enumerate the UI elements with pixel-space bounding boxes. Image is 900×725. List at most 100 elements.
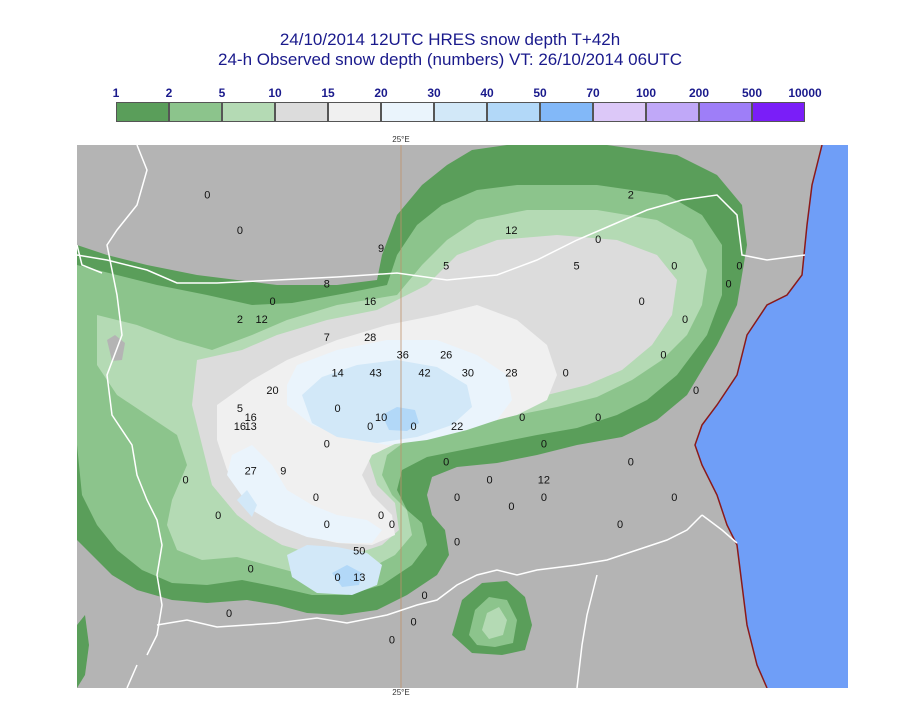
observation-value: 16 (245, 412, 257, 424)
observation-value: 30 (462, 367, 474, 379)
observation-value: 0 (628, 457, 634, 469)
longitude-label-bottom: 25°E (392, 688, 410, 697)
observation-value: 0 (411, 421, 417, 433)
observation-value: 10 (375, 412, 387, 424)
observation-value: 13 (353, 572, 365, 584)
legend-label: 50 (533, 86, 547, 100)
observation-value: 0 (487, 474, 493, 486)
legend-label: 5 (218, 86, 226, 100)
border-greece-turkey (576, 574, 598, 688)
legend-color-box (752, 102, 805, 122)
observation-value: 2 (237, 314, 243, 326)
observation-value: 0 (541, 439, 547, 451)
observation-value: 20 (266, 385, 278, 397)
observation-value: 0 (389, 635, 395, 647)
observation-value: 0 (671, 261, 677, 273)
observation-value: 0 (324, 439, 330, 451)
legend-color-box (593, 102, 646, 122)
observation-value: 12 (255, 314, 267, 326)
observation-value: 0 (671, 492, 677, 504)
observation-value: 0 (682, 314, 688, 326)
observation-value: 16 (234, 421, 246, 433)
border-turkey (701, 514, 738, 544)
legend-color-box (169, 102, 222, 122)
observation-value: 28 (364, 332, 376, 344)
observation-value: 43 (369, 367, 381, 379)
border-south (156, 514, 703, 628)
border-north (77, 194, 806, 284)
observation-value: 0 (389, 519, 395, 531)
observation-value: 5 (237, 403, 243, 415)
observation-value: 42 (418, 367, 430, 379)
legend-color-box (381, 102, 434, 122)
observation-value: 0 (226, 608, 232, 620)
legend-label: 10000 (788, 86, 822, 100)
observation-value: 0 (237, 225, 243, 237)
legend-label: 200 (688, 86, 710, 100)
observation-value: 22 (451, 421, 463, 433)
legend-label: 10 (268, 86, 282, 100)
observation-value: 16 (364, 296, 376, 308)
observation-value: 7 (324, 332, 330, 344)
snow-area-south-patch-core (482, 607, 507, 639)
legend-color-box (434, 102, 487, 122)
map-title-line2: 24-h Observed snow depth (numbers) VT: 2… (218, 50, 682, 69)
legend-color-box (540, 102, 593, 122)
observation-value: 0 (378, 510, 384, 522)
observation-value: 0 (725, 278, 731, 290)
observation-value: 9 (280, 465, 286, 477)
black-sea (695, 145, 848, 688)
observation-value: 28 (505, 367, 517, 379)
observation-value: 0 (183, 474, 189, 486)
observation-value: 12 (505, 225, 517, 237)
observation-value: 9 (378, 243, 384, 255)
observation-value: 0 (421, 590, 427, 602)
observation-value: 0 (335, 403, 341, 415)
legend-color-box (222, 102, 275, 122)
observation-value: 0 (736, 261, 742, 273)
observation-value: 0 (204, 189, 210, 201)
observation-value: 0 (563, 367, 569, 379)
legend-label: 40 (480, 86, 494, 100)
legend-label: 20 (374, 86, 388, 100)
border-sw-macedonia (126, 664, 138, 688)
observation-value: 0 (454, 492, 460, 504)
observation-value: 26 (440, 350, 452, 362)
observation-value: 2 (628, 189, 634, 201)
border-west-serbia (77, 244, 103, 274)
observation-value: 0 (454, 537, 460, 549)
observation-value: 0 (617, 519, 623, 531)
observation-value: 14 (331, 367, 343, 379)
observation-value: 0 (411, 617, 417, 629)
longitude-label-top: 25°E (392, 135, 410, 144)
observation-value: 0 (313, 492, 319, 504)
legend-color-box (487, 102, 540, 122)
legend-label: 15 (321, 86, 335, 100)
observation-value: 8 (324, 278, 330, 290)
observation-value: 0 (269, 296, 275, 308)
legend-label: 70 (586, 86, 600, 100)
observation-value: 0 (324, 519, 330, 531)
observation-value: 36 (397, 350, 409, 362)
observation-value: 0 (367, 421, 373, 433)
legend-color-box (116, 102, 169, 122)
no-snow-hole (107, 335, 125, 361)
legend-color-box (646, 102, 699, 122)
legend-label: 1 (112, 86, 120, 100)
observation-value: 0 (541, 492, 547, 504)
observation-value: 0 (248, 563, 254, 575)
observation-value: 0 (443, 457, 449, 469)
observation-value: 27 (245, 465, 257, 477)
observation-value: 0 (660, 350, 666, 362)
observation-value: 50 (353, 546, 365, 558)
snow-area-southwest-patch (77, 615, 89, 688)
legend-label: 2 (165, 86, 173, 100)
legend-color-box (328, 102, 381, 122)
map-title-line1: 24/10/2014 12UTC HRES snow depth T+42h (279, 30, 621, 49)
observation-value: 0 (215, 510, 221, 522)
observation-value: 0 (335, 572, 341, 584)
coastline (694, 145, 823, 688)
legend-label: 30 (427, 86, 441, 100)
